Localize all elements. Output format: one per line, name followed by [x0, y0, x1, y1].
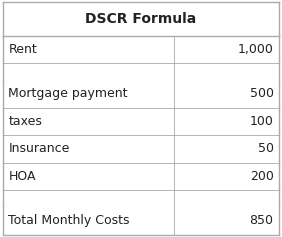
Text: 500: 500	[250, 87, 274, 100]
Text: Mortgage payment: Mortgage payment	[8, 87, 128, 100]
Text: 100: 100	[250, 115, 274, 128]
Bar	[3, 135, 279, 163]
Text: 1,000: 1,000	[238, 43, 274, 56]
Bar	[3, 80, 279, 108]
Bar	[3, 207, 279, 235]
Text: taxes: taxes	[8, 115, 42, 128]
Bar	[3, 36, 279, 63]
Bar	[3, 108, 279, 135]
Text: 850: 850	[250, 214, 274, 227]
Bar	[3, 163, 279, 190]
Text: DSCR Formula: DSCR Formula	[85, 12, 197, 26]
Text: 200: 200	[250, 170, 274, 183]
Text: HOA: HOA	[8, 170, 36, 183]
Bar	[3, 2, 279, 36]
Text: Insurance: Insurance	[8, 142, 70, 155]
Text: 50: 50	[257, 142, 274, 155]
Text: Rent: Rent	[8, 43, 37, 56]
Text: Total Monthly Costs: Total Monthly Costs	[8, 214, 130, 227]
